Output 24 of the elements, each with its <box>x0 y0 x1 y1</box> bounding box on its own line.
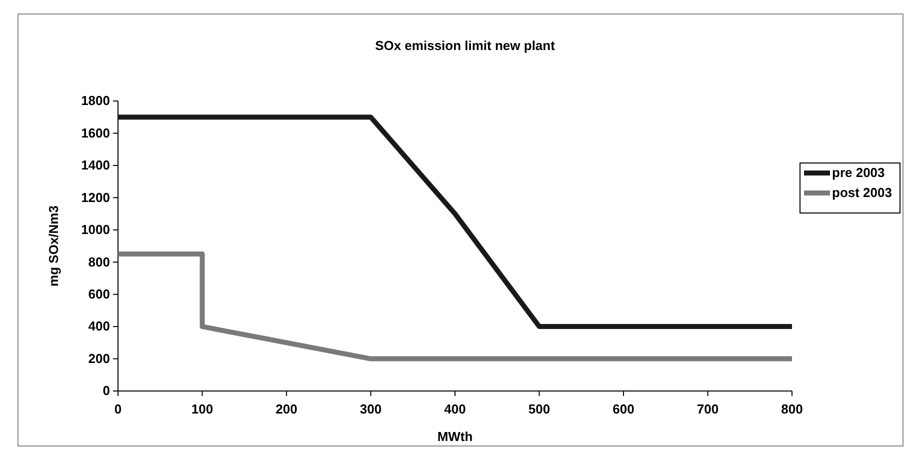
y-tick-label: 1400 <box>81 158 110 173</box>
x-tick-label: 300 <box>360 401 382 416</box>
x-tick-label: 200 <box>276 401 298 416</box>
x-tick-label: 400 <box>444 401 466 416</box>
x-axis-title: MWth <box>437 429 473 444</box>
x-tick-label: 0 <box>114 401 122 416</box>
y-tick-label: 1600 <box>81 125 110 140</box>
x-tick-label: 800 <box>781 401 803 416</box>
y-tick-label: 800 <box>88 254 110 270</box>
y-tick-label: 1000 <box>81 222 110 238</box>
chart-title: SOx emission limit new plant <box>375 38 556 53</box>
x-tick-label: 100 <box>191 401 214 416</box>
y-tick-label: 1200 <box>81 190 110 205</box>
y-tick-label: 600 <box>88 286 110 302</box>
y-tick-label: 1800 <box>81 93 110 108</box>
y-tick-label: 200 <box>88 350 110 366</box>
x-tick-label: 600 <box>612 401 634 416</box>
y-axis-title: mg SOx/Nm3 <box>46 206 61 286</box>
legend-label: pre 2003 <box>832 165 885 180</box>
legend-label: post 2003 <box>832 185 892 200</box>
y-tick-label: 400 <box>88 318 110 334</box>
y-tick-label: 0 <box>102 383 110 398</box>
x-tick-label: 500 <box>528 401 550 416</box>
x-tick-label: 700 <box>696 401 719 416</box>
